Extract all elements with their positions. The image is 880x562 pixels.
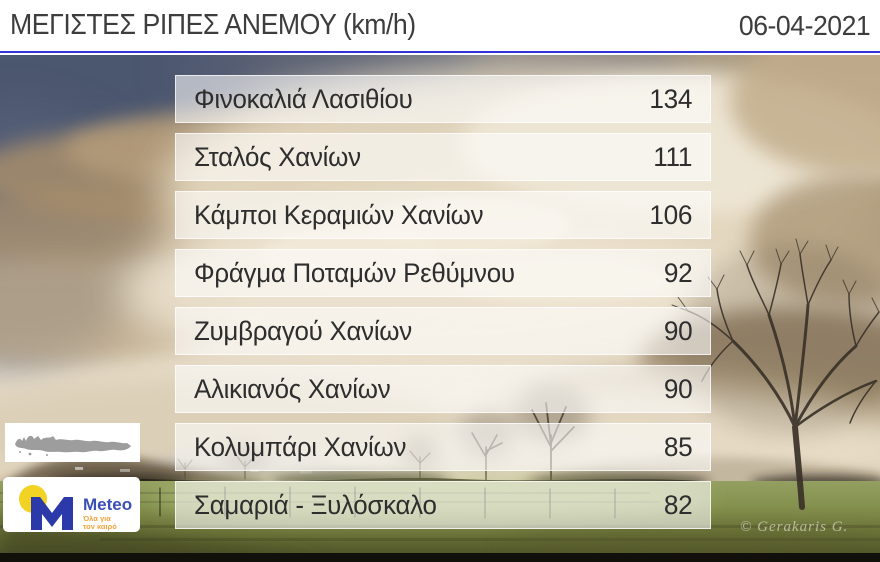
station-label: Σταλός Χανίων <box>194 141 361 172</box>
logo-m-glyph <box>31 497 73 530</box>
table-row: Κάμποι Κεραμιών Χανίων 106 <box>175 191 711 239</box>
gust-value: 134 <box>649 83 692 114</box>
table-row: Φινοκαλιά Λασιθίου 134 <box>175 75 711 123</box>
gust-value: 82 <box>663 489 692 520</box>
station-label: Κάμποι Κεραμιών Χανίων <box>194 199 484 230</box>
page-title: ΜΕΓΙΣΤΕΣ ΡΙΠΕΣ ΑΝΕΜΟΥ (km/h) <box>10 9 416 41</box>
table-row: Αλικιανός Χανίων 90 <box>175 365 711 413</box>
meteo-logo: Meteo Όλα για τον καιρό <box>3 477 140 532</box>
table-row: Σαμαριά - Ξυλόσκαλο 82 <box>175 481 711 529</box>
logo-tagline-line1: Όλα για <box>82 514 111 523</box>
bottom-bar <box>0 553 880 562</box>
station-label: Ζυμβραγού Χανίων <box>194 315 412 346</box>
logo-tagline-line2: τον καιρό <box>83 522 117 531</box>
station-label: Φράγμα Ποταμών Ρεθύμνου <box>194 257 515 288</box>
gust-value: 111 <box>653 141 692 172</box>
gust-value: 92 <box>663 257 692 288</box>
table-row: Ζυμβραγού Χανίων 90 <box>175 307 711 355</box>
table-row: Κολυμπάρι Χανίων 85 <box>175 423 711 471</box>
table-row: Σταλός Χανίων 111 <box>175 133 711 181</box>
gust-value: 106 <box>649 199 692 230</box>
header-bar: ΜΕΓΙΣΤΕΣ ΡΙΠΕΣ ΑΝΕΜΟΥ (km/h) 06-04-2021 <box>0 0 880 53</box>
gust-value: 90 <box>663 373 692 404</box>
meteo-logo-icon: Meteo Όλα για τον καιρό <box>19 485 132 531</box>
crete-map-icon <box>15 435 131 456</box>
crete-map-box <box>5 423 140 462</box>
table-row: Φράγμα Ποταμών Ρεθύμνου 92 <box>175 249 711 297</box>
logo-brand-text: Meteo <box>83 495 132 514</box>
photographer-watermark: © Gerakaris G. <box>740 519 849 535</box>
station-label: Κολυμπάρι Χανίων <box>194 431 407 462</box>
tree-silhouette <box>671 238 880 510</box>
date-label: 06-04-2021 <box>738 9 871 41</box>
gust-value: 90 <box>663 315 692 346</box>
station-label: Σαμαριά - Ξυλόσκαλο <box>194 489 437 520</box>
station-label: Φινοκαλιά Λασιθίου <box>194 83 413 114</box>
station-label: Αλικιανός Χανίων <box>194 373 391 404</box>
gust-value: 85 <box>663 431 692 462</box>
